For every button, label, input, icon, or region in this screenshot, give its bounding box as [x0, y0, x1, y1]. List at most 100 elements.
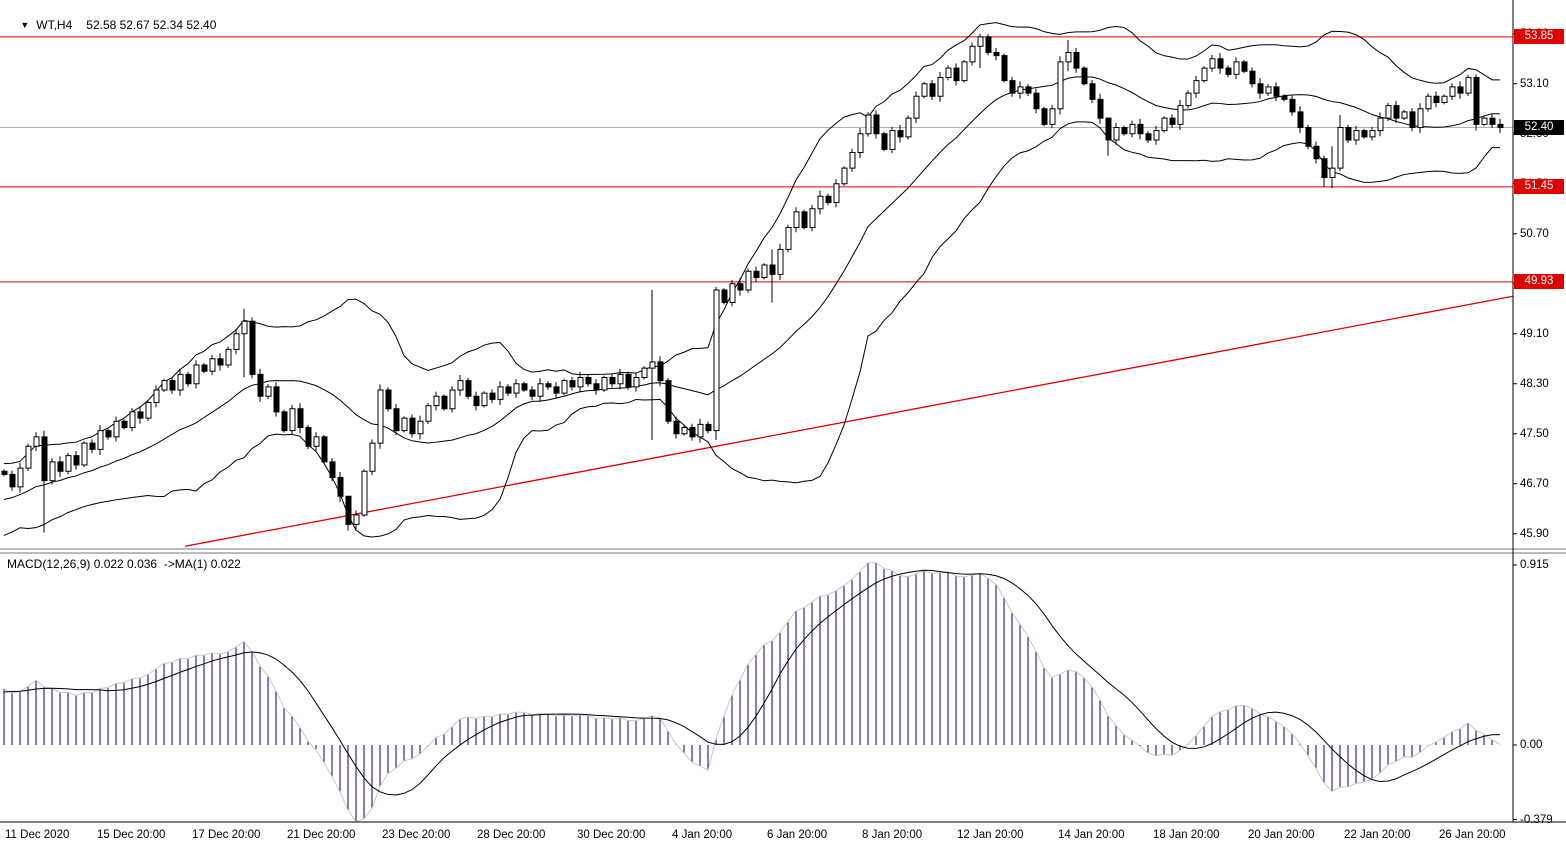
level-price-badge[interactable]: 53.85	[1514, 29, 1564, 45]
time-label: 23 Dec 20:00	[382, 829, 451, 841]
price-tick-label: 45.90	[1520, 527, 1549, 540]
candle-body	[1025, 86, 1032, 94]
candle-body	[1225, 67, 1232, 75]
symbol-dropdown-icon[interactable]: ▼	[20, 20, 30, 30]
candle-body	[689, 427, 696, 438]
candle-body	[1473, 77, 1480, 125]
candle-body	[129, 411, 136, 428]
candle-body	[345, 495, 352, 525]
candle-body	[769, 264, 776, 275]
candle-body	[545, 383, 552, 388]
candle-body	[1137, 123, 1144, 135]
candle-body	[377, 389, 384, 444]
candle-body	[1161, 117, 1168, 132]
candle-body	[153, 389, 160, 403]
candle-body	[57, 461, 64, 472]
macd-tick-label: -0.379	[1520, 813, 1553, 826]
candle-body	[497, 386, 504, 400]
time-label: 14 Jan 20:00	[1058, 829, 1125, 841]
candle-body	[337, 477, 344, 497]
candle-body	[97, 430, 104, 450]
candle-body	[1049, 108, 1056, 125]
macd-tick-label: 0.00	[1520, 739, 1543, 751]
candle-body	[1153, 130, 1160, 141]
candle-body	[521, 383, 528, 391]
candle-body	[177, 373, 184, 391]
time-label: 26 Jan 20:00	[1439, 829, 1506, 841]
candle-body	[1257, 83, 1264, 94]
candle-body	[273, 386, 280, 413]
candle-body	[1305, 127, 1312, 147]
trendline[interactable]	[184, 295, 1513, 547]
candle-body	[913, 95, 920, 119]
candle-body	[1449, 86, 1456, 97]
candle-body	[937, 77, 944, 97]
candle-body	[681, 427, 688, 435]
candle-body	[1233, 61, 1240, 75]
candle-body	[17, 467, 24, 488]
candle-body	[193, 364, 200, 385]
candle-body	[1289, 98, 1296, 113]
candle-body	[425, 405, 432, 422]
candle-body	[905, 117, 912, 138]
candle-body	[449, 389, 456, 410]
candle-body	[1209, 58, 1216, 69]
candle-body	[1249, 70, 1256, 85]
time-label: 28 Dec 20:00	[477, 829, 546, 841]
candle-body	[1465, 77, 1472, 94]
price-tick-label: 48.30	[1520, 377, 1549, 390]
candle-body	[705, 423, 712, 432]
candle-body	[633, 377, 640, 388]
candle-body	[1441, 95, 1448, 103]
candle-body	[41, 436, 48, 482]
candle-body	[1145, 133, 1152, 141]
candle-body	[1177, 105, 1184, 125]
candle-body	[505, 386, 512, 394]
candle-body	[401, 417, 408, 432]
candle-body	[1193, 80, 1200, 94]
macd-line	[3, 562, 1501, 822]
candle-body	[1273, 86, 1280, 97]
time-label: 6 Jan 20:00	[767, 829, 828, 841]
candle-body	[457, 380, 464, 391]
candle-body	[569, 380, 576, 388]
candle-body	[225, 348, 232, 366]
candle-body	[313, 436, 320, 447]
candle-body	[465, 380, 472, 397]
time-label: 15 Dec 20:00	[97, 829, 166, 841]
level-price-badge[interactable]: 49.93	[1514, 274, 1564, 290]
candle-body	[1489, 117, 1496, 125]
indicator-label: MACD(12,26,9) 0.022 0.036 ->MA(1) 0.022	[7, 557, 241, 571]
candle-body	[369, 442, 376, 472]
candle-body	[9, 473, 16, 488]
candle-body	[929, 83, 936, 97]
candle-body	[441, 395, 448, 410]
candle-body	[433, 395, 440, 407]
candle-body	[49, 461, 56, 482]
candle-body	[1217, 58, 1224, 69]
candle-body	[1265, 86, 1272, 94]
candle-body	[169, 380, 176, 391]
candle-body	[265, 386, 272, 397]
candle-body	[977, 36, 984, 47]
candle-body	[537, 383, 544, 397]
candle-body	[1129, 123, 1136, 135]
current-price-badge[interactable]: 52.40	[1514, 120, 1564, 135]
candle-body	[1065, 52, 1072, 63]
candle-body	[921, 83, 928, 97]
candle-body	[553, 386, 560, 394]
time-label: 12 Jan 20:00	[957, 829, 1024, 841]
candle-body	[1369, 130, 1376, 138]
candle-body	[393, 408, 400, 432]
candle-body	[585, 377, 592, 385]
price-tick-label: 50.70	[1520, 227, 1549, 240]
candle-body	[25, 445, 32, 469]
candle-body	[201, 364, 208, 372]
level-price-badge[interactable]: 51.45	[1514, 179, 1564, 195]
candle-body	[1345, 127, 1352, 141]
time-label: 8 Jan 20:00	[862, 829, 923, 841]
candle-body	[1201, 67, 1208, 82]
candle-body	[753, 270, 760, 278]
candle-body	[321, 436, 328, 463]
